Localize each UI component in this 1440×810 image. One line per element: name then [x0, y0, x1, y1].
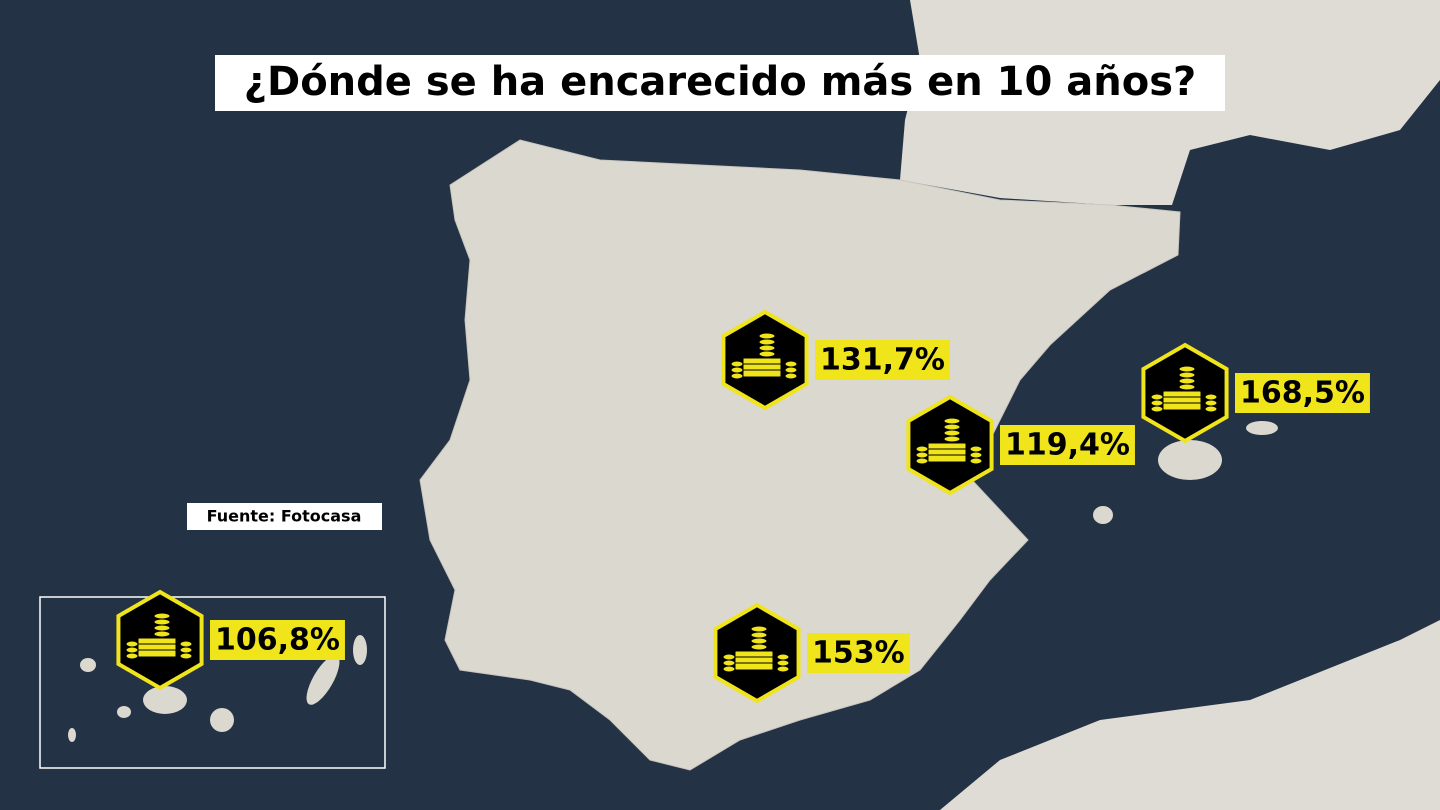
- coin: [722, 653, 736, 661]
- price-marker: 119,4%: [906, 394, 1135, 496]
- coin: [1178, 365, 1196, 373]
- coin: [179, 646, 193, 654]
- coin: [915, 451, 929, 459]
- africa: [940, 620, 1440, 810]
- coin: [784, 366, 798, 374]
- coin: [730, 366, 744, 374]
- coin: [915, 457, 929, 465]
- price-marker: 153%: [713, 602, 910, 704]
- coin: [758, 338, 776, 346]
- markers: 131,7% 119,4% 168,5% 153% 106,8%: [116, 309, 1370, 704]
- coin: [776, 659, 790, 667]
- money-icon: [1150, 365, 1218, 413]
- label-box: [807, 633, 910, 673]
- label-box: [1000, 425, 1135, 465]
- coin: [179, 640, 193, 648]
- ibiza: [1093, 506, 1113, 524]
- bill: [137, 649, 177, 658]
- coin: [750, 643, 768, 651]
- bill: [742, 369, 782, 378]
- coin: [750, 631, 768, 639]
- label-box: [210, 620, 345, 660]
- label: 153%: [812, 636, 905, 671]
- coin: [758, 350, 776, 358]
- coin: [750, 637, 768, 645]
- label-box: [1235, 373, 1370, 413]
- coin: [943, 429, 961, 437]
- label: 106,8%: [215, 623, 340, 658]
- title: ¿Dónde se ha encarecido más en 10 años?: [244, 59, 1196, 105]
- coin: [943, 423, 961, 431]
- coin: [730, 372, 744, 380]
- coin: [1204, 393, 1218, 401]
- coin: [1204, 405, 1218, 413]
- coin: [969, 445, 983, 453]
- iberia: [419, 139, 1181, 771]
- coin: [153, 618, 171, 626]
- coin: [758, 344, 776, 352]
- coin: [943, 417, 961, 425]
- coin: [750, 625, 768, 633]
- label: 131,7%: [820, 343, 945, 378]
- source-box: [187, 503, 382, 530]
- mallorca: [1158, 440, 1222, 480]
- label: 119,4%: [1005, 428, 1130, 463]
- money-icon: [730, 332, 798, 380]
- coin: [784, 360, 798, 368]
- price-marker: 168,5%: [1141, 342, 1370, 444]
- coin: [969, 457, 983, 465]
- coin: [125, 652, 139, 660]
- coin: [153, 630, 171, 638]
- label: 168,5%: [1240, 376, 1365, 411]
- coin: [776, 653, 790, 661]
- canary-inset: [39, 596, 386, 769]
- coin: [969, 451, 983, 459]
- coin: [943, 435, 961, 443]
- coin: [730, 360, 744, 368]
- price-marker: 106,8%: [116, 589, 345, 691]
- coin: [1150, 393, 1164, 401]
- bill: [1162, 402, 1202, 411]
- coin: [1178, 377, 1196, 385]
- label-box: [815, 340, 950, 380]
- source: Fuente: Fotocasa: [207, 507, 362, 526]
- coin: [153, 624, 171, 632]
- coin: [722, 665, 736, 673]
- bill: [927, 454, 967, 463]
- coin: [776, 665, 790, 673]
- coin: [722, 659, 736, 667]
- money-icon: [125, 612, 193, 660]
- bill: [734, 662, 774, 671]
- price-marker: 131,7%: [721, 309, 950, 411]
- coin: [1150, 405, 1164, 413]
- money-icon: [722, 625, 790, 673]
- coin: [915, 445, 929, 453]
- title-box: [215, 55, 1225, 111]
- coin: [153, 612, 171, 620]
- coin: [179, 652, 193, 660]
- coin: [1178, 371, 1196, 379]
- coin: [125, 640, 139, 648]
- canary-islands: [68, 635, 367, 742]
- coin: [1204, 399, 1218, 407]
- money-icon: [915, 417, 983, 465]
- coin: [125, 646, 139, 654]
- coin: [758, 332, 776, 340]
- menorca: [1246, 421, 1278, 435]
- coin: [1178, 383, 1196, 391]
- coin: [784, 372, 798, 380]
- coin: [1150, 399, 1164, 407]
